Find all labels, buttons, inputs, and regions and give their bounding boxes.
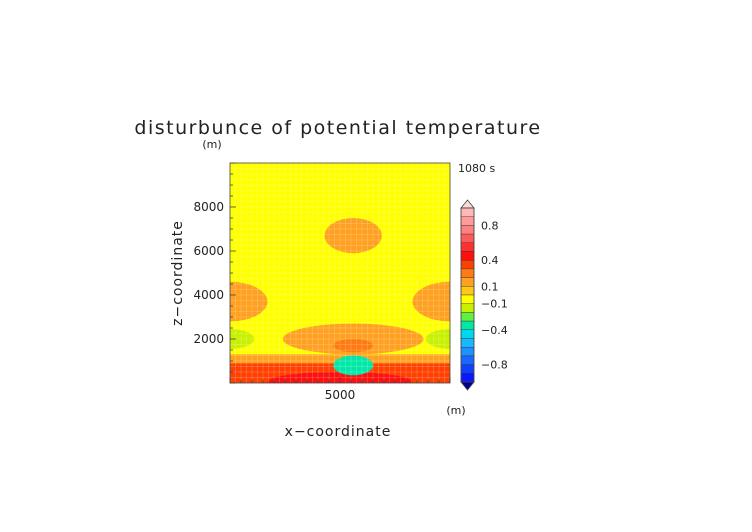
y-axis-label: z−coordinate (170, 220, 186, 326)
colorbar-under-triangle (460, 381, 475, 391)
feature-right-edge-warm-lobe (412, 281, 450, 322)
y-axis: 2000 4000 6000 8000 (193, 162, 236, 384)
colorbar-band (460, 338, 475, 348)
feature-left-edge-warm-lobe (230, 281, 268, 322)
x-tick-label: 5000 (325, 388, 356, 402)
colorbar-band (460, 207, 475, 217)
x-axis: 5000 (229, 377, 451, 402)
colorbar-band (460, 355, 475, 365)
colorbar-label: −0.1 (481, 298, 508, 311)
colorbar-over-triangle (460, 199, 475, 209)
y-unit-label: (m) (202, 138, 221, 151)
feature-central-warm-band (282, 323, 424, 355)
colorbar-band (460, 373, 475, 383)
colorbar-band (460, 294, 475, 304)
colorbar-band (460, 329, 475, 339)
feature-central-cool-cell (333, 355, 374, 376)
feature-left-edge-cool-lobe (230, 329, 255, 349)
chart-title: disturbunce of potential temperature (134, 117, 541, 139)
colorbar-label: 0.1 (481, 280, 499, 293)
plot-area (229, 162, 451, 384)
colorbar-band (460, 233, 475, 244)
y-tick-label: 4000 (193, 288, 224, 302)
y-tick-label: 2000 (193, 332, 224, 346)
colorbar-band (460, 251, 475, 261)
colorbar-band (460, 347, 475, 357)
colorbar-band (460, 277, 475, 287)
colorbar-label: −0.4 (481, 324, 508, 337)
colorbar: 0.8 0.4 0.1 −0.1 −0.4 −0.8 (460, 199, 508, 391)
feature-central-warm-core (333, 339, 374, 353)
feature-upper-warm-blob (324, 218, 382, 254)
colorbar-band (460, 260, 475, 270)
x-axis-label: x−coordinate (285, 424, 392, 440)
colorbar-band (460, 268, 475, 278)
grid (230, 163, 450, 383)
colorbar-band (460, 242, 475, 252)
time-label: 1080 s (458, 162, 495, 175)
colorbar-band (460, 303, 475, 313)
colorbar-band (460, 312, 475, 322)
y-tick-label: 6000 (193, 244, 224, 258)
colorbar-band (460, 216, 475, 226)
colorbar-band (460, 286, 475, 296)
colorbar-band (460, 320, 475, 331)
colorbar-band (460, 225, 475, 235)
colorbar-label: −0.8 (481, 359, 508, 372)
feature-right-edge-cool-lobe (425, 329, 450, 349)
y-tick-label: 8000 (193, 200, 224, 214)
colorbar-band (460, 364, 475, 374)
colorbar-label: 0.8 (481, 219, 499, 232)
x-unit-label: (m) (446, 404, 465, 417)
colorbar-label: 0.4 (481, 254, 499, 267)
